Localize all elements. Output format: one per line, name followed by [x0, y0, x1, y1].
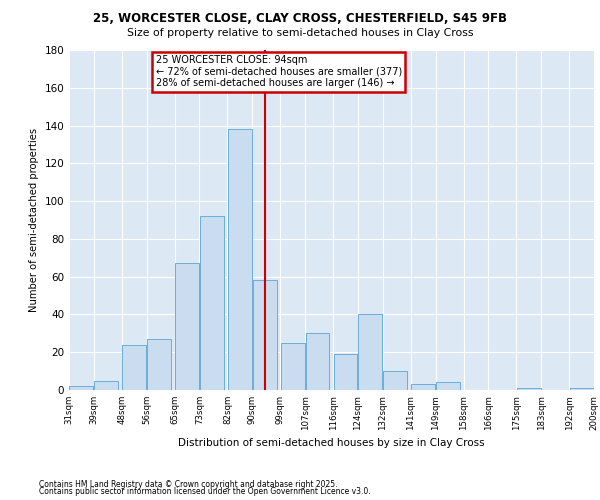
Bar — [517, 388, 541, 390]
Bar — [94, 380, 118, 390]
X-axis label: Distribution of semi-detached houses by size in Clay Cross: Distribution of semi-detached houses by … — [178, 438, 485, 448]
Bar — [70, 386, 94, 390]
Bar — [411, 384, 435, 390]
Bar — [253, 280, 277, 390]
Bar — [122, 344, 146, 390]
Text: Contains public sector information licensed under the Open Government Licence v3: Contains public sector information licen… — [39, 487, 371, 496]
Text: 25 WORCESTER CLOSE: 94sqm
← 72% of semi-detached houses are smaller (377)
28% of: 25 WORCESTER CLOSE: 94sqm ← 72% of semi-… — [155, 55, 402, 88]
Bar — [175, 264, 199, 390]
Y-axis label: Number of semi-detached properties: Number of semi-detached properties — [29, 128, 39, 312]
Text: Contains HM Land Registry data © Crown copyright and database right 2025.: Contains HM Land Registry data © Crown c… — [39, 480, 337, 489]
Bar — [200, 216, 224, 390]
Text: 25, WORCESTER CLOSE, CLAY CROSS, CHESTERFIELD, S45 9FB: 25, WORCESTER CLOSE, CLAY CROSS, CHESTER… — [93, 12, 507, 26]
Bar — [383, 371, 407, 390]
Text: Size of property relative to semi-detached houses in Clay Cross: Size of property relative to semi-detach… — [127, 28, 473, 38]
Bar — [334, 354, 358, 390]
Bar — [228, 130, 252, 390]
Bar — [147, 339, 171, 390]
Bar — [436, 382, 460, 390]
Bar — [281, 343, 305, 390]
Bar — [358, 314, 382, 390]
Bar — [569, 388, 593, 390]
Bar — [305, 334, 329, 390]
